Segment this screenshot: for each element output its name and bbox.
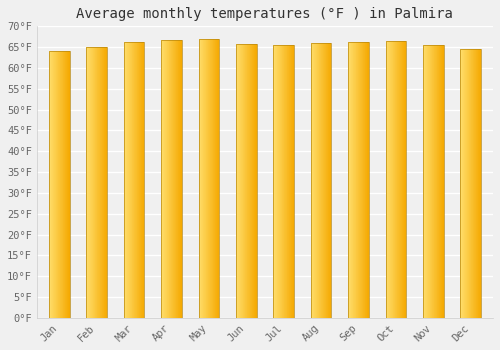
Bar bbox=[348, 42, 368, 318]
Bar bbox=[423, 45, 444, 318]
Title: Average monthly temperatures (°F ) in Palmira: Average monthly temperatures (°F ) in Pa… bbox=[76, 7, 454, 21]
Bar bbox=[236, 44, 256, 318]
Bar bbox=[49, 51, 70, 318]
Bar bbox=[460, 49, 481, 318]
Bar bbox=[161, 41, 182, 318]
Bar bbox=[310, 43, 332, 318]
Bar bbox=[86, 47, 107, 318]
Bar bbox=[386, 41, 406, 318]
Bar bbox=[124, 42, 144, 318]
Bar bbox=[274, 45, 294, 318]
Bar bbox=[198, 39, 219, 318]
